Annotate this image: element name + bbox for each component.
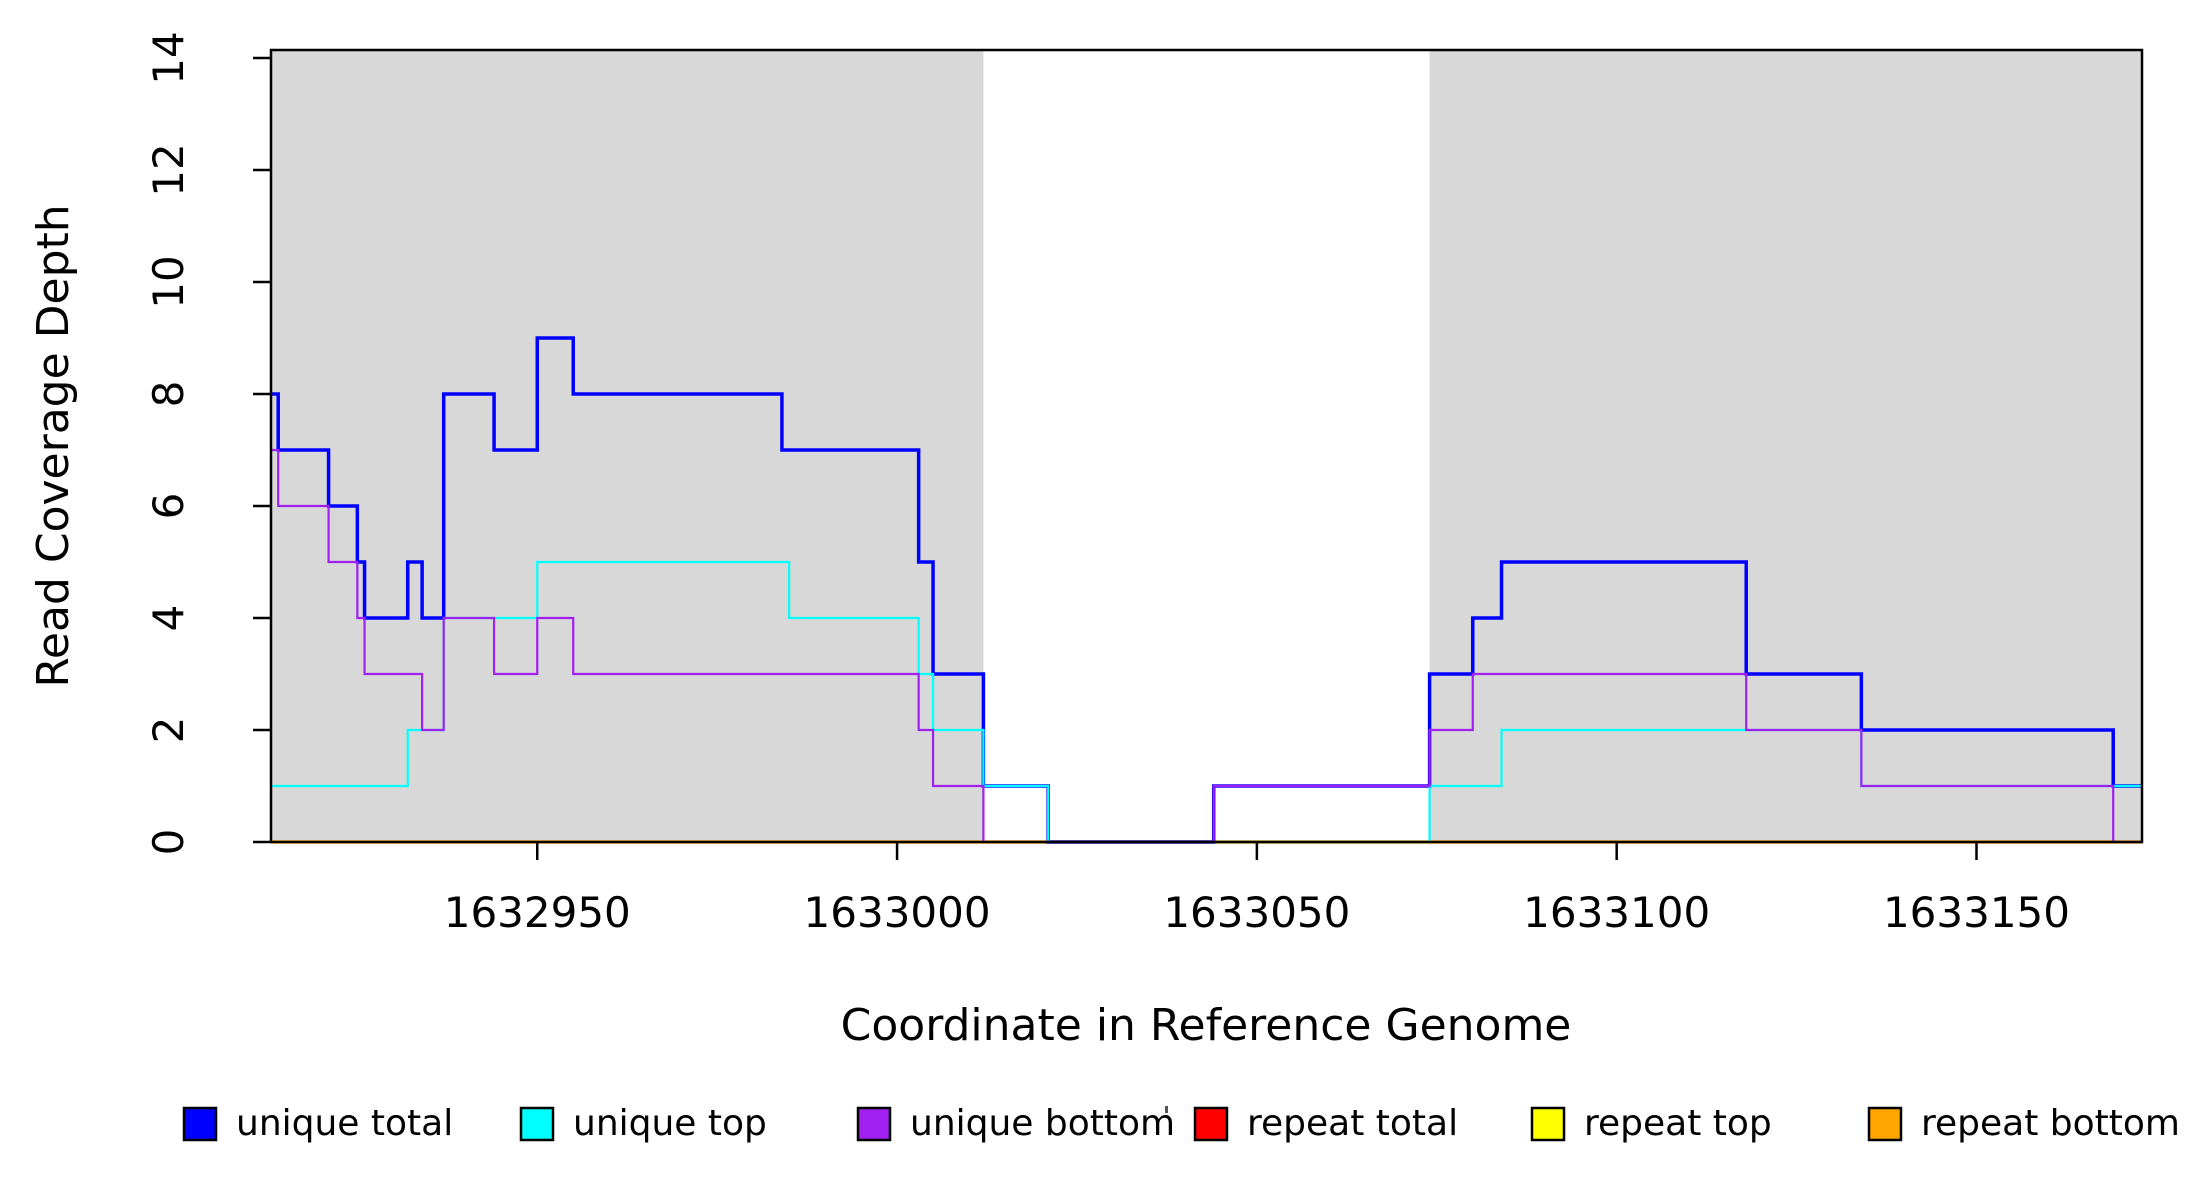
series-unique-bottom-line: [271, 448, 2142, 844]
y-tick-label: 8: [144, 381, 193, 408]
y-tick-label: 2: [144, 717, 193, 744]
legend-item-unique-total: unique total: [182, 1103, 453, 1144]
legend-label: unique bottom: [910, 1103, 1175, 1144]
legend-label: repeat total: [1247, 1103, 1458, 1144]
y-axis-title: Read Coverage Depth: [28, 204, 79, 687]
shaded-regions-layer: [271, 50, 2142, 842]
legend-item-repeat-top: repeat top: [1530, 1103, 1772, 1144]
x-tick-label: 1633100: [1523, 888, 1710, 937]
y-tick-label: 6: [144, 493, 193, 520]
legend-label: repeat bottom: [1921, 1103, 2180, 1144]
x-tick-label: 1633150: [1883, 888, 2070, 937]
y-tick-label: 4: [144, 605, 193, 632]
right-gray-block: [1429, 50, 2142, 842]
legend-item-unique-bottom: unique bottom: [856, 1103, 1175, 1144]
y-tick-label: 0: [144, 829, 193, 856]
x-tick-label: 1633000: [804, 888, 991, 937]
tick-layer: 1632950 1633000 1633050 1633100 1633150 0 2 4 6 8…: [144, 31, 2070, 937]
legend-swatch-repeat-bottom: [1867, 1106, 1903, 1142]
legend-label: repeat top: [1584, 1103, 1772, 1144]
legend-label: unique top: [573, 1103, 767, 1144]
plot-box: [269, 48, 2144, 844]
y-tick-label: 10: [144, 255, 193, 308]
legend-item-unique-top: unique top: [519, 1103, 767, 1144]
legend-artifact-dot: [1165, 1106, 1168, 1113]
legend: unique total unique top unique bottom repea…: [182, 1103, 2180, 1144]
y-tick-label: 14: [144, 31, 193, 84]
y-tick-label: 12: [144, 143, 193, 196]
axes-frame-layer: [269, 48, 2144, 844]
legend-swatch-repeat-top: [1530, 1106, 1566, 1142]
left-gray-block: [271, 50, 984, 842]
legend-swatch-unique-top: [519, 1106, 555, 1142]
legend-swatch-unique-bottom: [856, 1106, 892, 1142]
x-tick-label: 1632950: [444, 888, 631, 937]
x-axis-title: Coordinate in Reference Genome: [841, 1000, 1572, 1051]
series-unique-total-line: [271, 336, 2142, 844]
legend-item-repeat-bottom: repeat bottom: [1867, 1103, 2180, 1144]
legend-swatch-unique-total: [182, 1106, 218, 1142]
legend-item-repeat-total: repeat total: [1193, 1103, 1458, 1144]
x-tick-label: 1633050: [1163, 888, 1350, 937]
legend-label: unique total: [236, 1103, 453, 1144]
legend-swatch-repeat-total: [1193, 1106, 1229, 1142]
